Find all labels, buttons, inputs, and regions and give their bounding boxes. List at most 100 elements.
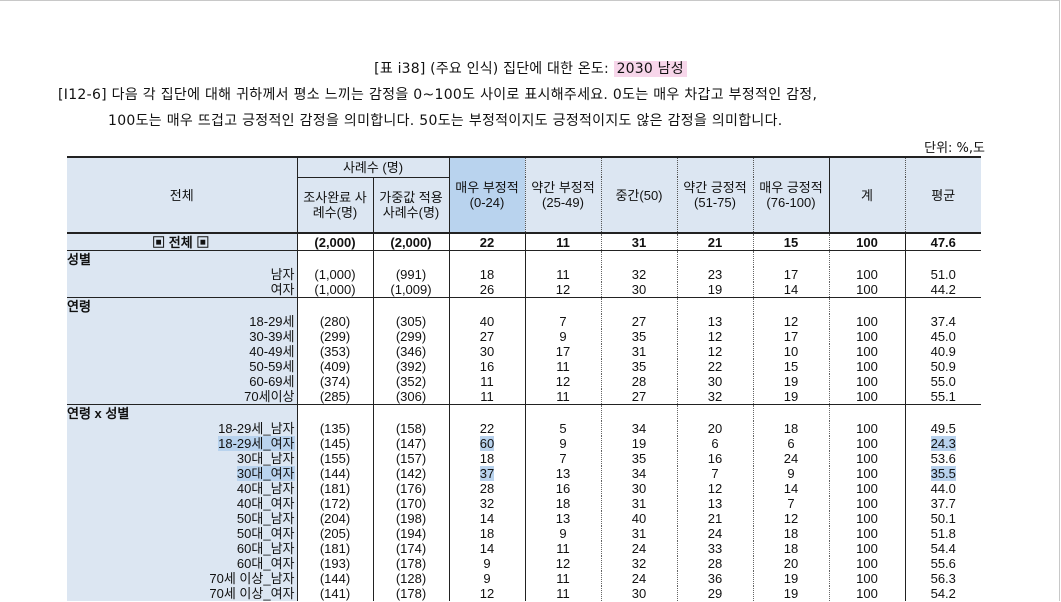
total-row-very-positive: 15 bbox=[752, 233, 829, 251]
data-row-very-negative: 12 bbox=[448, 586, 525, 601]
data-row-middle: 40 bbox=[600, 511, 677, 526]
data-row-very-positive-text: 20 bbox=[783, 556, 799, 571]
data-row-very-positive: 18 bbox=[752, 421, 829, 436]
total-row-completed-cases: (2,000) bbox=[296, 233, 373, 251]
data-row-label-text: 50-59세 bbox=[249, 359, 295, 374]
data-row-very-positive: 14 bbox=[752, 481, 829, 496]
data-row-average-text: 24.3 bbox=[930, 436, 956, 451]
data-row-sum: 100 bbox=[828, 526, 905, 541]
data-row-very-negative-text: 16 bbox=[479, 359, 495, 374]
data-row-somewhat-positive-text: 32 bbox=[707, 389, 723, 404]
data-row-somewhat-negative-text: 9 bbox=[559, 526, 567, 541]
data-row-label: 남자 bbox=[67, 267, 297, 282]
data-row-completed-cases: (135) bbox=[296, 421, 373, 436]
data-row-weighted-cases-text: (392) bbox=[395, 359, 427, 374]
group-fill bbox=[600, 297, 677, 314]
data-row-somewhat-negative-text: 11 bbox=[556, 267, 570, 282]
total-row-somewhat-negative-text: 11 bbox=[556, 234, 570, 250]
data-row-very-negative-text: 22 bbox=[479, 421, 495, 436]
data-row-middle-text: 31 bbox=[631, 526, 647, 541]
header-weighted-cases: 가중값 적용 사례수(명) bbox=[372, 176, 449, 234]
data-row-sum: 100 bbox=[828, 466, 905, 481]
total-row-somewhat-negative: 11 bbox=[524, 233, 601, 251]
data-row-very-positive: 15 bbox=[752, 359, 829, 374]
table-title: [표 i38] (주요 인식) 집단에 대한 온도: 2030 남성 bbox=[0, 58, 1061, 78]
data-row-label-text: 18-29세 bbox=[249, 314, 295, 329]
data-row-weighted-cases-text: (128) bbox=[395, 571, 427, 586]
data-row-somewhat-positive: 33 bbox=[676, 541, 753, 556]
data-row-completed-cases: (181) bbox=[296, 541, 373, 556]
table-row: 50대_여자 (205) (194) 18 9 31 24 18 100 51.8 bbox=[67, 526, 981, 541]
data-row-very-positive-text: 12 bbox=[783, 511, 799, 526]
data-row-very-negative-text: 11 bbox=[480, 389, 494, 404]
data-row-very-positive: 18 bbox=[752, 541, 829, 556]
table-row: 60대_남자 (181) (174) 14 11 24 33 18 100 54.4 bbox=[67, 541, 981, 556]
data-row-somewhat-positive-text: 12 bbox=[707, 344, 723, 359]
data-row-label: 40대_남자 bbox=[67, 481, 297, 496]
data-row-weighted-cases-text: (178) bbox=[395, 586, 427, 601]
total-row-label-text: ▣ 전체 ▣ bbox=[152, 234, 210, 250]
header-average: 평균 bbox=[904, 156, 981, 234]
data-row-somewhat-negative-text: 11 bbox=[556, 541, 570, 556]
data-row-sum-text: 100 bbox=[856, 329, 878, 344]
group-fill bbox=[372, 404, 449, 421]
data-row-completed-cases-text: (285) bbox=[319, 389, 351, 404]
group-label-text: 연령 x 성별 bbox=[67, 405, 130, 421]
data-row-completed-cases: (353) bbox=[296, 344, 373, 359]
group-fill bbox=[752, 250, 829, 267]
data-row-weighted-cases: (306) bbox=[372, 389, 449, 405]
group-fill bbox=[296, 404, 373, 421]
data-row-sum: 100 bbox=[828, 267, 905, 282]
table-row: 18-29세 (280) (305) 40 7 27 13 12 100 37.4 bbox=[67, 314, 981, 329]
group-fill bbox=[828, 250, 905, 267]
data-row-label-text: 남자 bbox=[270, 267, 295, 282]
total-row-sum: 100 bbox=[828, 233, 905, 251]
data-row-very-positive: 19 bbox=[752, 374, 829, 389]
data-row-very-positive: 6 bbox=[752, 436, 829, 451]
group-fill bbox=[524, 404, 601, 421]
total-row-very-negative: 22 bbox=[448, 233, 525, 251]
data-row-weighted-cases-text: (170) bbox=[395, 496, 427, 511]
total-row-label: ▣ 전체 ▣ bbox=[67, 233, 297, 251]
data-row-very-negative: 16 bbox=[448, 359, 525, 374]
data-row-completed-cases: (145) bbox=[296, 436, 373, 451]
data-row-middle-text: 27 bbox=[631, 314, 647, 329]
data-row-very-positive-text: 9 bbox=[787, 466, 795, 481]
data-row-middle: 34 bbox=[600, 421, 677, 436]
data-row-very-negative: 18 bbox=[448, 267, 525, 282]
data-row-somewhat-positive: 23 bbox=[676, 267, 753, 282]
unit-label: 단위: %,도 bbox=[924, 141, 985, 156]
data-row-sum: 100 bbox=[828, 586, 905, 601]
data-row-label: 18-29세_남자 bbox=[67, 421, 297, 436]
data-row-label: 40대_여자 bbox=[67, 496, 297, 511]
data-row-very-negative: 40 bbox=[448, 314, 525, 329]
group-fill bbox=[904, 297, 981, 314]
data-row-middle: 35 bbox=[600, 451, 677, 466]
group-fill bbox=[524, 250, 601, 267]
data-row-weighted-cases-text: (147) bbox=[395, 436, 427, 451]
data-row-somewhat-negative-text: 16 bbox=[555, 481, 571, 496]
data-row-average-text: 44.2 bbox=[930, 282, 956, 297]
header-very-negative: 매우 부정적(0-24) bbox=[448, 156, 525, 234]
data-row-average-text: 40.9 bbox=[930, 344, 956, 359]
data-row-weighted-cases-text: (158) bbox=[395, 421, 427, 436]
data-row-sum-text: 100 bbox=[856, 571, 878, 586]
data-row-weighted-cases: (147) bbox=[372, 436, 449, 451]
data-row-sum: 100 bbox=[828, 481, 905, 496]
data-row-sum-text: 100 bbox=[856, 541, 878, 556]
group-fill bbox=[372, 250, 449, 267]
data-row-somewhat-negative: 9 bbox=[524, 526, 601, 541]
data-row-somewhat-positive: 12 bbox=[676, 329, 753, 344]
data-row-somewhat-negative-text: 13 bbox=[555, 511, 571, 526]
group-label: 연령 x 성별 bbox=[67, 404, 297, 421]
data-row-somewhat-negative-text: 13 bbox=[555, 466, 571, 481]
data-row-sum: 100 bbox=[828, 359, 905, 374]
group-fill bbox=[828, 404, 905, 421]
data-row-label-text: 70세 이상_여자 bbox=[209, 586, 295, 601]
data-row-weighted-cases-text: (346) bbox=[395, 344, 427, 359]
data-row-very-positive-text: 17 bbox=[783, 267, 799, 282]
data-row-average: 24.3 bbox=[904, 436, 981, 451]
data-row-middle: 31 bbox=[600, 344, 677, 359]
data-row-very-positive-text: 7 bbox=[787, 496, 795, 511]
data-row-very-negative-text: 60 bbox=[479, 436, 495, 451]
